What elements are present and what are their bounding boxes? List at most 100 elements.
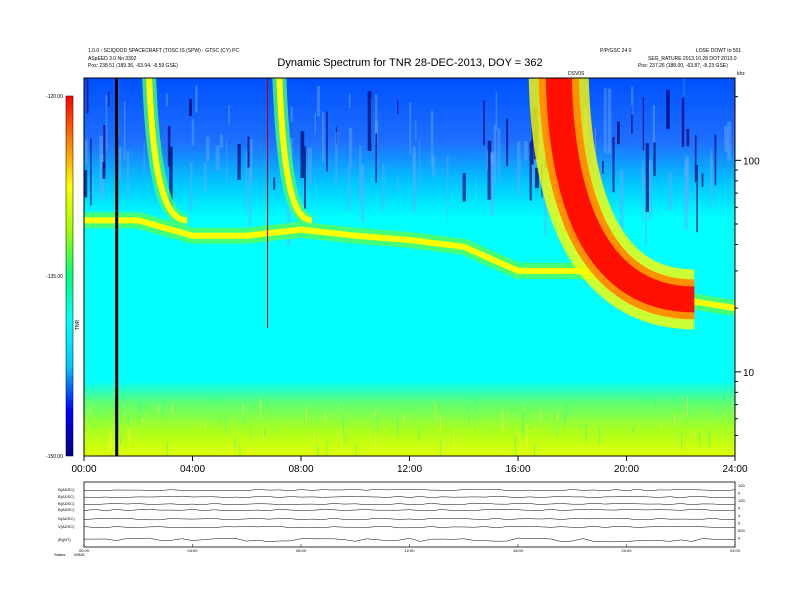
aux-right-label: 4 <box>738 513 741 518</box>
noise-speckle <box>84 432 86 444</box>
noise-speckle <box>317 444 319 456</box>
noise-streak <box>335 131 338 187</box>
noise-streak <box>304 146 306 209</box>
aux-footer-label: Status <box>54 552 65 557</box>
noise-streak <box>666 89 670 130</box>
noise-speckle <box>161 407 163 418</box>
noise-speckle <box>166 441 168 456</box>
noise-speckle <box>660 424 662 431</box>
aux-left-label: B(ADSC) <box>58 501 75 506</box>
noise-speckle <box>138 400 140 413</box>
noise-speckle <box>89 406 91 412</box>
noise-speckle <box>263 429 265 443</box>
noise-speckle <box>110 429 112 452</box>
noise-speckle <box>374 409 376 417</box>
noise-streak <box>642 97 645 151</box>
burst-core <box>146 78 188 224</box>
aux-right-label: 0 <box>738 491 741 496</box>
noise-streak <box>206 136 210 161</box>
noise-streak <box>237 144 241 180</box>
noise-streak <box>226 141 228 185</box>
noise-speckle <box>489 428 491 434</box>
noise-speckle <box>234 437 236 450</box>
noise-speckle <box>225 414 227 434</box>
noise-speckle <box>527 439 529 447</box>
header-right-line3: SEG_RATURE 2013.10.28 DOT 2013.0 <box>648 56 737 62</box>
aux-right-label: 0 <box>738 536 741 541</box>
noise-speckle <box>242 404 244 415</box>
noise-streak <box>684 158 689 177</box>
noise-speckle <box>515 437 517 456</box>
noise-streak <box>189 98 192 116</box>
noise-speckle <box>355 444 357 456</box>
aux-x-tick-label: 12:00 <box>404 548 415 553</box>
header-left-line3: Pos: 238.51 (189.36, -63.94, -8.59 GSE) <box>88 63 178 69</box>
noise-streak <box>347 166 351 211</box>
noise-streak <box>326 111 328 172</box>
noise-speckle <box>84 422 86 427</box>
noise-speckle <box>687 397 689 418</box>
noise-streak <box>412 146 416 214</box>
y-axis-right: 100 10 <box>735 96 760 437</box>
noise-streak <box>462 173 466 202</box>
noise-streak <box>396 177 399 192</box>
noise-speckle <box>377 414 379 432</box>
noise-streak <box>683 78 685 96</box>
x-axis: 00:00 04:00 08:00 12:00 16:00 20:00 24:00 <box>71 456 748 475</box>
noise-speckle <box>403 415 405 423</box>
noise-streak <box>382 164 385 213</box>
noise-speckle <box>163 400 165 406</box>
aux-left-label: N(ADSC) <box>58 516 75 521</box>
noise-streak <box>498 170 501 182</box>
noise-streak <box>517 141 521 195</box>
noise-speckle <box>440 439 442 456</box>
noise-streak <box>684 166 688 230</box>
noise-streak <box>215 145 220 171</box>
noise-streak <box>710 149 712 196</box>
noise-streak <box>681 98 685 147</box>
noise-speckle <box>108 437 110 456</box>
noise-streak <box>446 155 449 222</box>
plot-area <box>84 78 735 456</box>
noise-streak <box>321 112 325 163</box>
x-tick-label: 24:00 <box>722 464 747 475</box>
noise-streak <box>490 151 495 216</box>
noise-streak <box>602 160 604 174</box>
noise-streak <box>648 160 653 219</box>
aux-left-label: B(ADSC) <box>58 487 75 492</box>
noise-streak <box>99 135 103 195</box>
noise-streak <box>300 131 305 178</box>
noise-streak <box>497 128 501 171</box>
noise-speckle <box>158 404 160 413</box>
noise-streak <box>701 173 704 187</box>
x-tick-label: 12:00 <box>397 464 422 475</box>
noise-speckle <box>524 406 526 411</box>
noise-streak <box>165 93 168 107</box>
noise-speckle <box>128 426 130 447</box>
noise-streak <box>118 147 122 182</box>
noise-streak <box>714 134 717 186</box>
noise-streak <box>631 86 634 115</box>
noise-speckle <box>273 429 275 435</box>
colorbar-tick-label: -120.00 <box>46 94 63 100</box>
noise-streak <box>617 121 620 145</box>
noise-speckle <box>534 444 536 456</box>
noise-streak <box>91 177 94 200</box>
noise-streak <box>374 94 378 145</box>
colorbar-tick-label: -150.00 <box>46 454 63 460</box>
aux-trace <box>83 502 736 506</box>
noise-speckle <box>674 414 675 426</box>
noise-streak <box>103 125 106 169</box>
header-left-line2: ASpEED 3.0 No 3302 <box>88 56 137 62</box>
noise-streak <box>316 85 320 117</box>
noise-streak <box>601 165 603 183</box>
noise-speckle <box>264 429 266 437</box>
noise-speckle <box>93 424 95 428</box>
noise-streak <box>359 145 362 202</box>
noise-speckle <box>326 441 328 456</box>
noise-streak <box>490 153 495 165</box>
noise-streak <box>397 100 399 114</box>
noise-streak <box>248 166 252 229</box>
